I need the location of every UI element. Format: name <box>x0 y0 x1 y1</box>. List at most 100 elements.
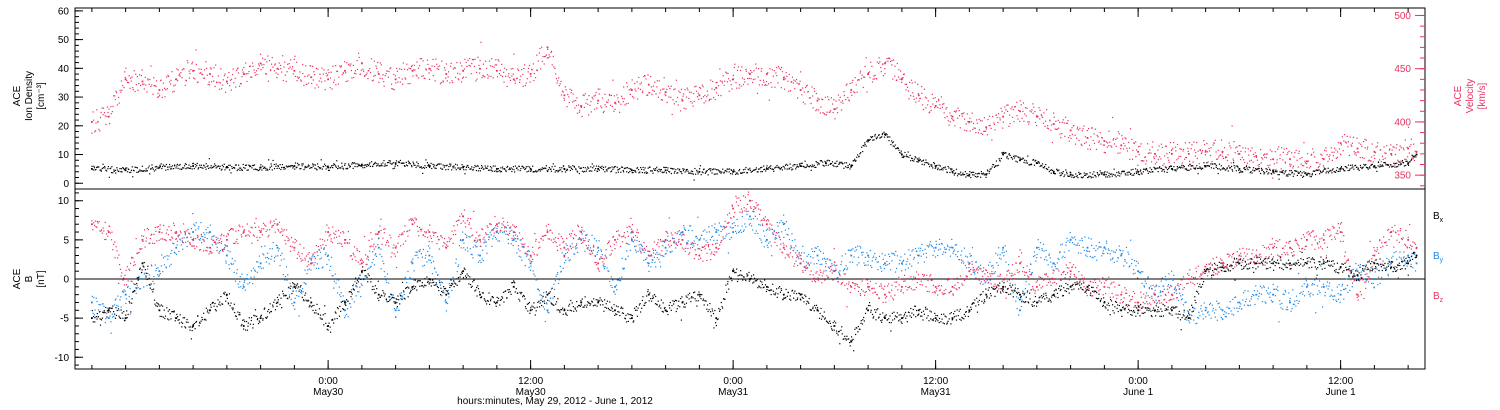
scatter-dot <box>1292 165 1294 167</box>
scatter-dot <box>225 260 227 262</box>
scatter-dot <box>248 70 250 73</box>
scatter-dot <box>584 250 586 252</box>
scatter-dot <box>471 166 473 168</box>
scatter-dot <box>462 76 464 78</box>
scatter-dot <box>188 167 190 169</box>
scatter-dot <box>1258 163 1261 166</box>
scatter-dot <box>1373 154 1375 157</box>
scatter-dot <box>587 167 590 169</box>
scatter-dot <box>963 247 966 249</box>
scatter-dot <box>1197 167 1199 170</box>
scatter-dot <box>327 169 330 171</box>
scatter-dot <box>391 87 393 90</box>
scatter-dot <box>438 68 440 70</box>
scatter-dot <box>735 81 737 84</box>
scatter-dot <box>329 77 332 79</box>
scatter-dot <box>998 113 1000 115</box>
scatter-dot <box>1297 171 1299 173</box>
scatter-dot <box>836 112 839 114</box>
scatter-dot <box>718 170 720 172</box>
scatter-dot <box>186 60 188 62</box>
scatter-dot <box>1398 149 1401 151</box>
scatter-dot <box>1390 164 1392 166</box>
scatter-dot <box>1374 157 1376 160</box>
scatter-dot <box>1247 148 1249 150</box>
scatter-dot <box>787 80 789 82</box>
scatter-dot <box>1199 149 1201 152</box>
scatter-dot <box>1194 168 1196 170</box>
scatter-dot <box>104 167 106 169</box>
scatter-dot <box>827 159 829 161</box>
scatter-dot <box>640 166 642 169</box>
scatter-dot <box>1282 159 1284 161</box>
scatter-dot <box>502 224 504 226</box>
scatter-dot <box>491 245 493 248</box>
scatter-dot <box>499 169 501 172</box>
scatter-dot <box>505 233 507 235</box>
scatter-dot <box>692 105 694 107</box>
scatter-dot <box>882 75 885 77</box>
scatter-dot <box>623 86 625 88</box>
scatter-dot <box>973 271 975 274</box>
scatter-dot <box>1275 168 1277 171</box>
scatter-dot <box>622 268 625 270</box>
scatter-dot <box>867 264 869 266</box>
scatter-dot <box>369 266 371 268</box>
scatter-dot <box>655 93 657 95</box>
scatter-dot <box>1017 118 1019 120</box>
scatter-dot <box>509 227 511 229</box>
scatter-dot <box>1018 314 1020 316</box>
scatter-dot <box>856 156 858 158</box>
scatter-dot <box>251 76 253 78</box>
scatter-dot <box>191 168 193 170</box>
scatter-dot <box>336 70 338 72</box>
scatter-dot <box>647 94 649 96</box>
scatter-dot <box>196 164 198 166</box>
scatter-dot <box>663 166 665 168</box>
scatter-dot <box>783 76 785 78</box>
density-velocity-points <box>90 41 1418 181</box>
scatter-dot <box>1292 175 1294 177</box>
scatter-dot <box>557 80 559 82</box>
scatter-dot <box>735 232 738 234</box>
scatter-dot <box>774 238 776 240</box>
scatter-dot <box>360 164 362 167</box>
scatter-dot <box>800 255 802 257</box>
scatter-dot <box>743 171 745 173</box>
scatter-dot <box>453 165 455 167</box>
field-tick-label: -5 <box>60 314 69 325</box>
scatter-dot <box>517 69 520 71</box>
scatter-dot <box>201 167 203 169</box>
scatter-dot <box>555 78 558 80</box>
scatter-dot <box>1220 139 1223 141</box>
scatter-dot <box>475 169 478 172</box>
scatter-dot <box>242 71 244 73</box>
scatter-dot <box>878 62 880 65</box>
scatter-dot <box>892 253 894 255</box>
scatter-dot <box>1097 175 1100 177</box>
scatter-dot <box>859 72 861 74</box>
scatter-dot <box>591 96 593 98</box>
scatter-dot <box>344 164 346 166</box>
scatter-dot <box>1059 133 1061 135</box>
scatter-dot <box>686 168 688 171</box>
scatter-dot <box>711 172 713 174</box>
scatter-dot <box>1289 163 1291 165</box>
scatter-dot <box>846 267 849 269</box>
scatter-dot <box>1410 159 1412 162</box>
scatter-dot <box>436 164 438 166</box>
scatter-dot <box>208 232 210 234</box>
scatter-dot <box>311 256 313 258</box>
scatter-dot <box>107 307 109 309</box>
scatter-dot <box>1388 166 1391 168</box>
scatter-dot <box>1129 173 1131 175</box>
scatter-dot <box>161 89 164 91</box>
scatter-dot <box>617 279 619 281</box>
scatter-dot <box>1232 170 1234 172</box>
scatter-dot <box>205 163 207 165</box>
scatter-dot <box>1074 134 1076 136</box>
scatter-dot <box>873 255 875 257</box>
scatter-dot <box>998 247 1000 249</box>
scatter-dot <box>1008 153 1010 155</box>
